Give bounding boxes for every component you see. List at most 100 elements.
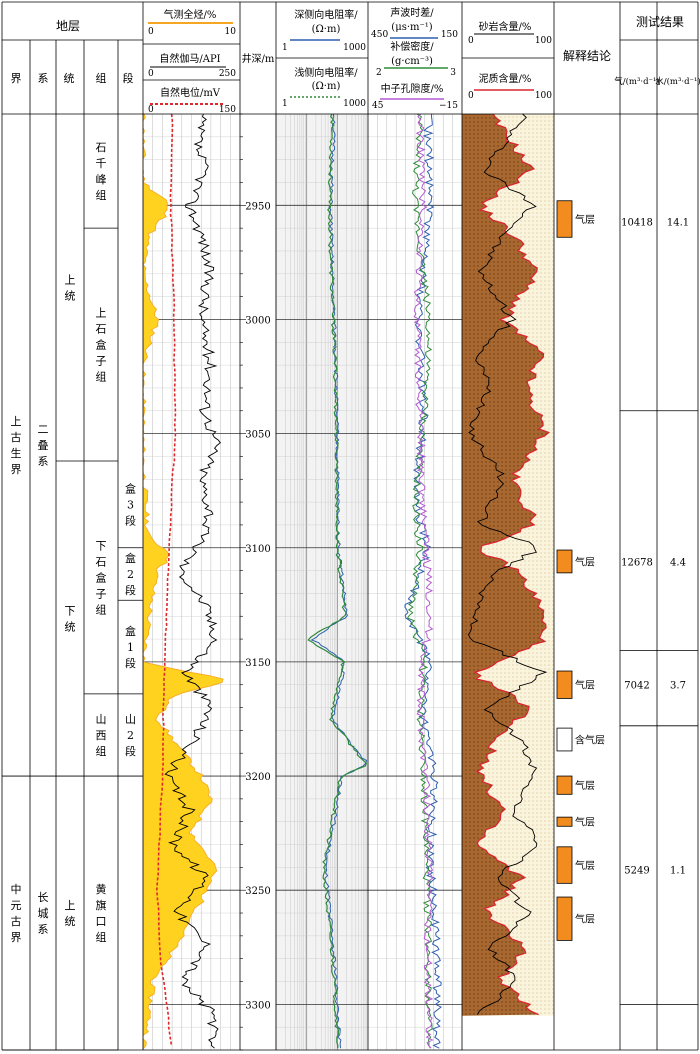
gamma-label: 自然伽马/API: [159, 52, 220, 65]
interp-bar-gas: [556, 775, 573, 795]
system-label: 长: [38, 891, 49, 904]
sp-label: 自然电位/mV: [160, 86, 221, 99]
erathem-label: 古: [11, 431, 22, 444]
shale-max: 100: [535, 91, 552, 101]
interp-label: 气层: [575, 679, 595, 692]
test-gas-value: 12678: [621, 557, 653, 568]
test-water-value: 1.1: [670, 866, 686, 877]
erathem-label: 元: [11, 899, 22, 912]
member-label: 盒: [125, 481, 136, 495]
series-label: 下: [65, 605, 76, 618]
interp-label: 气层: [575, 859, 595, 872]
shale-label: 泥质含量/%: [479, 72, 532, 85]
formation-label: 组: [96, 602, 107, 616]
log-curves: [142, 113, 554, 1050]
depth-tick-label: 3150: [245, 658, 270, 669]
test-water-value: 3.7: [670, 681, 686, 692]
system-label: 二: [38, 423, 49, 436]
formation-label: 黄: [96, 882, 107, 896]
gamma-curve: [164, 113, 221, 1049]
interp-bar-gas: [556, 549, 573, 574]
shallow-res-max: 1000: [343, 99, 366, 109]
shallow-res-unit: (Ω·m): [312, 81, 341, 92]
shale-fill: [462, 114, 549, 1016]
sonic-min: 450: [371, 30, 388, 40]
test-gas-value: 10418: [621, 217, 653, 228]
gamma-min: 0: [148, 69, 154, 79]
erathem-label: 界: [11, 931, 22, 944]
formation-label: 组: [96, 188, 107, 202]
formation-label: 峰: [96, 173, 107, 186]
grid-layer: 2950 3000 3050 3100 3150 3200 3250 3300: [143, 113, 554, 1051]
formation-label: 盒: [96, 338, 107, 352]
interp-bar-gas: [556, 896, 573, 941]
formation-label: 子: [96, 587, 107, 600]
level-label-zu: 组: [96, 71, 107, 85]
system-label: 系: [38, 923, 49, 936]
sonic-curve: [404, 113, 442, 1049]
formation-label: 上: [96, 307, 107, 320]
series-label: 上: [65, 274, 76, 287]
depth-tick-label: 3100: [245, 544, 270, 555]
member-label: 2: [127, 568, 134, 581]
gas-total-label: 气测全烃/%: [164, 8, 217, 21]
interp-bar-gas: [556, 670, 573, 699]
member-label: 段: [125, 583, 136, 597]
sand-label: 砂岩含量/%: [479, 20, 532, 33]
res-track-bg: [276, 114, 368, 1050]
interp-label: 气层: [575, 555, 595, 568]
formation-label: 石: [96, 141, 107, 154]
sp-curve: [155, 113, 177, 1046]
formation-label: 组: [96, 744, 107, 758]
formation-label: 石: [96, 323, 107, 336]
neutron-min: 45: [372, 101, 384, 111]
erathem-label: 上: [11, 415, 22, 428]
test-title: 测试结果: [636, 14, 684, 29]
shale-min: 0: [468, 91, 474, 101]
test-gas-value: 7042: [624, 681, 649, 692]
deep-res-min: 1: [282, 43, 288, 53]
depth-tick-label: 3250: [245, 886, 270, 897]
depth-title: 井深/m: [242, 52, 275, 65]
depth-tick-label: 3050: [245, 430, 270, 441]
deep-res-label: 深侧向电阻率/: [294, 8, 358, 21]
neutron-max: −15: [439, 101, 458, 111]
gas-total-curve: [142, 113, 224, 1050]
formation-label: 石: [96, 555, 107, 568]
depth-tick-label: 3200: [245, 772, 270, 783]
erathem-label: 界: [11, 463, 22, 476]
member-label: 段: [125, 656, 136, 670]
neutron-label: 中子孔隙度/%: [381, 82, 444, 95]
member-label: 山: [125, 713, 136, 726]
sand-curve: [467, 113, 548, 1015]
series-label: 上: [65, 899, 76, 912]
interp-title: 解释结论: [563, 49, 611, 63]
strata-title: 地层: [56, 19, 80, 33]
interp-label: 气层: [575, 213, 595, 226]
interp-label: 气层: [575, 779, 595, 792]
sonic-unit: (μs·m⁻¹): [391, 22, 432, 33]
test-water-value: 4.4: [670, 557, 686, 568]
density-unit: (g·cm⁻³): [391, 56, 433, 67]
level-label-xi: 系: [38, 72, 49, 85]
member-label: 盒: [125, 624, 136, 638]
level-label-jie: 界: [11, 72, 22, 85]
member-label: 盒: [125, 551, 136, 565]
interp-label: 气层: [575, 913, 595, 926]
series-label: 统: [65, 290, 76, 303]
depth-tick-label: 3300: [245, 1000, 270, 1011]
member-label: 段: [125, 744, 136, 758]
gamma-max: 250: [219, 69, 236, 79]
system-label: 叠: [38, 439, 49, 452]
system-label: 城: [38, 907, 49, 920]
depth-tick-label: 2950: [245, 201, 270, 212]
formation-label: 口: [96, 915, 107, 928]
shale-curve: [473, 113, 550, 1016]
erathem-label: 中: [11, 883, 22, 896]
formation-label: 旗: [96, 898, 107, 912]
erathem-label: 生: [11, 446, 22, 460]
interp-bar-gas: [556, 200, 573, 238]
series-label: 统: [65, 915, 76, 928]
member-label: 段: [125, 513, 136, 527]
member-label: 2: [127, 729, 134, 742]
